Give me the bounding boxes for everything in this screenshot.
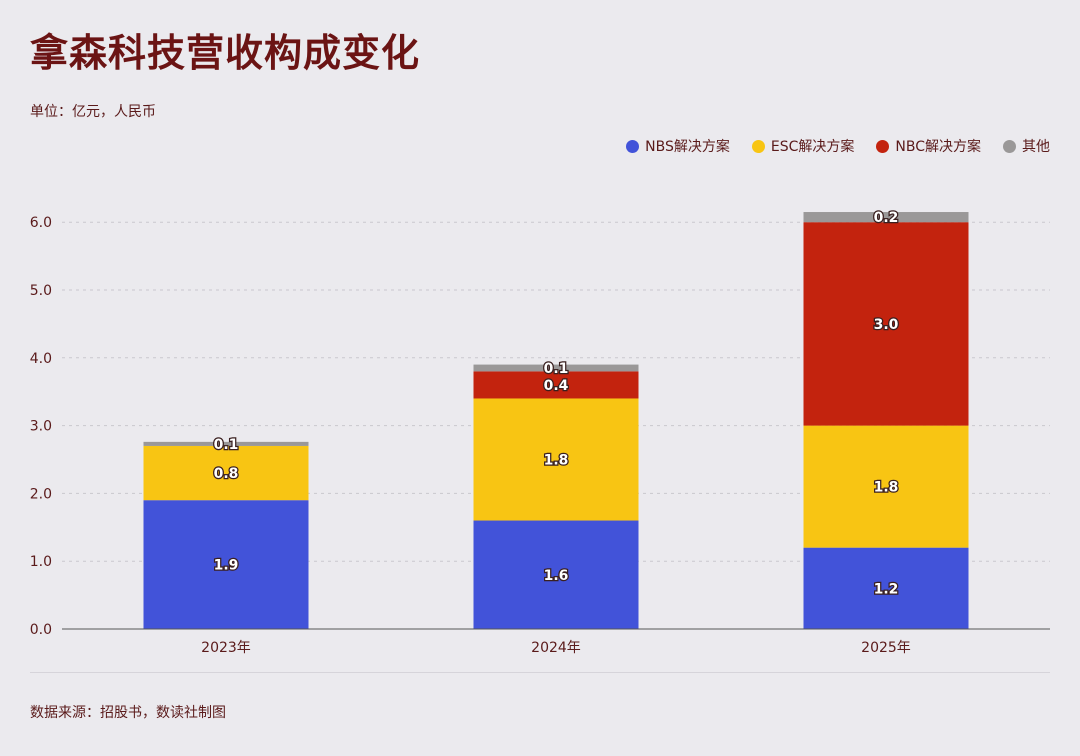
legend-label-other: 其他 bbox=[1022, 139, 1050, 155]
x-tick-label: 2025年 bbox=[861, 640, 911, 656]
y-tick-label: 0.0 bbox=[30, 622, 52, 638]
bar-segment-esc bbox=[473, 398, 639, 521]
bar-segment-nbc bbox=[803, 222, 969, 426]
chart-title: 拿森科技营收构成变化 bbox=[30, 31, 421, 75]
legend-label-esc: ESC解决方案 bbox=[770, 139, 855, 155]
legend-dot-nbs bbox=[626, 139, 640, 153]
x-tick-label: 2024年 bbox=[531, 640, 581, 656]
data-label: 1.2 bbox=[874, 581, 899, 597]
legend-dot-nbc bbox=[876, 139, 890, 153]
y-tick-label: 3.0 bbox=[30, 419, 52, 435]
data-label: 0.8 bbox=[214, 466, 239, 482]
legend-item-nbc: NBC解决方案 bbox=[876, 136, 981, 156]
y-tick-label: 2.0 bbox=[30, 486, 52, 502]
legend-dot-esc bbox=[751, 139, 765, 153]
bar-segment-nbc bbox=[473, 371, 639, 399]
bar-segment-esc bbox=[803, 425, 969, 548]
bar-segment-other bbox=[143, 441, 309, 446]
legend-label-nbs: NBS解决方案 bbox=[645, 139, 730, 155]
bar-segment-other bbox=[473, 364, 639, 372]
data-label: 0.2 bbox=[874, 210, 899, 226]
y-tick-label: 4.0 bbox=[30, 351, 52, 367]
bar-segment-nbs bbox=[143, 500, 309, 629]
bar-segment-nbs bbox=[473, 520, 639, 629]
y-tick-label: 1.0 bbox=[30, 554, 52, 570]
legend-item-nbs: NBS解决方案 bbox=[626, 136, 730, 156]
data-label: 1.8 bbox=[874, 480, 899, 496]
data-label: 1.9 bbox=[214, 558, 239, 574]
data-source-note: 数据来源：招股书，数读社制图 bbox=[30, 705, 226, 721]
x-tick-label: 2023年 bbox=[201, 640, 251, 656]
legend-dot-other bbox=[1003, 139, 1016, 153]
data-label: 0.1 bbox=[544, 361, 569, 377]
data-label: 1.6 bbox=[544, 568, 569, 584]
stacked-bar-chart: 0.0 1.0 2.0 3.0 4.0 5.0 6.0 1.9 0.8 0.1 2023年 1.6 1.… bbox=[30, 209, 1050, 656]
bar-segment-nbs bbox=[803, 547, 969, 629]
data-label: 3.0 bbox=[874, 317, 899, 333]
data-label: 0.1 bbox=[214, 437, 239, 453]
bar-segment-other bbox=[803, 212, 969, 223]
legend-item-esc: ESC解决方案 bbox=[751, 136, 855, 156]
legend-item-other: 其他 bbox=[1003, 136, 1050, 156]
unit-note: 单位：亿元，人民币 bbox=[30, 104, 156, 120]
data-label: 1.8 bbox=[544, 453, 569, 469]
legend-label-nbc: NBC解决方案 bbox=[895, 139, 981, 155]
y-tick-label: 6.0 bbox=[30, 215, 52, 231]
legend: NBS解决方案 ESC解决方案 NBC解决方案 其他 bbox=[626, 136, 1050, 156]
bar-segment-esc bbox=[143, 445, 309, 501]
y-tick-label: 5.0 bbox=[30, 283, 52, 299]
data-label: 0.4 bbox=[544, 378, 569, 394]
footer-divider bbox=[30, 672, 1050, 673]
